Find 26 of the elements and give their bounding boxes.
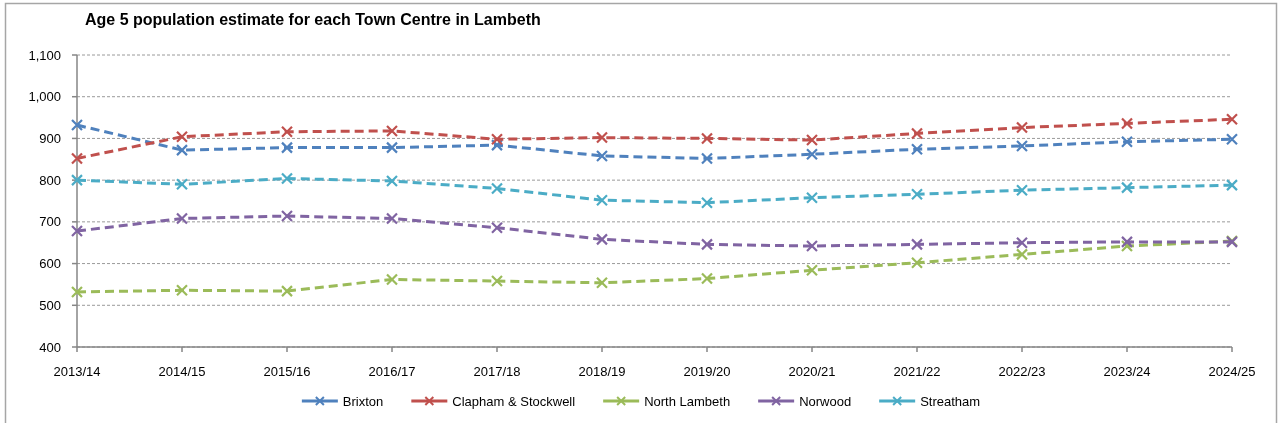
y-tick-label: 1,000 — [28, 89, 61, 105]
x-tick-label: 2023/24 — [1103, 364, 1151, 379]
x-tick-label: 2016/17 — [368, 364, 416, 379]
y-tick-label: 1,100 — [28, 47, 61, 63]
legend-label: Norwood — [799, 393, 852, 409]
x-tick-label: 2022/23 — [998, 364, 1046, 379]
x-tick-label: 2019/20 — [683, 364, 731, 379]
legend-label: North Lambeth — [644, 393, 731, 409]
legend-label: Brixton — [342, 393, 384, 409]
y-tick-label: 700 — [39, 214, 61, 230]
chart-title: Age 5 population estimate for each Town Centre in Lambeth — [85, 11, 541, 28]
x-tick-label: 2020/21 — [788, 364, 836, 379]
x-tick-label: 2024/25 — [1208, 364, 1256, 379]
y-tick-label: 400 — [39, 339, 61, 355]
x-tick-label: 2014/15 — [158, 364, 206, 379]
y-tick-label: 800 — [39, 172, 61, 188]
legend-label: Streatham — [920, 393, 981, 409]
x-tick-label: 2021/22 — [893, 364, 941, 379]
x-tick-label: 2018/19 — [578, 364, 626, 379]
x-tick-label: 2013/14 — [53, 364, 101, 379]
y-tick-label: 900 — [39, 130, 61, 146]
x-tick-label: 2017/18 — [473, 364, 521, 379]
y-tick-label: 600 — [39, 256, 61, 272]
y-tick-label: 500 — [39, 297, 61, 313]
legend-label: Clapham & Stockwell — [452, 393, 576, 409]
x-tick-label: 2015/16 — [263, 364, 311, 379]
